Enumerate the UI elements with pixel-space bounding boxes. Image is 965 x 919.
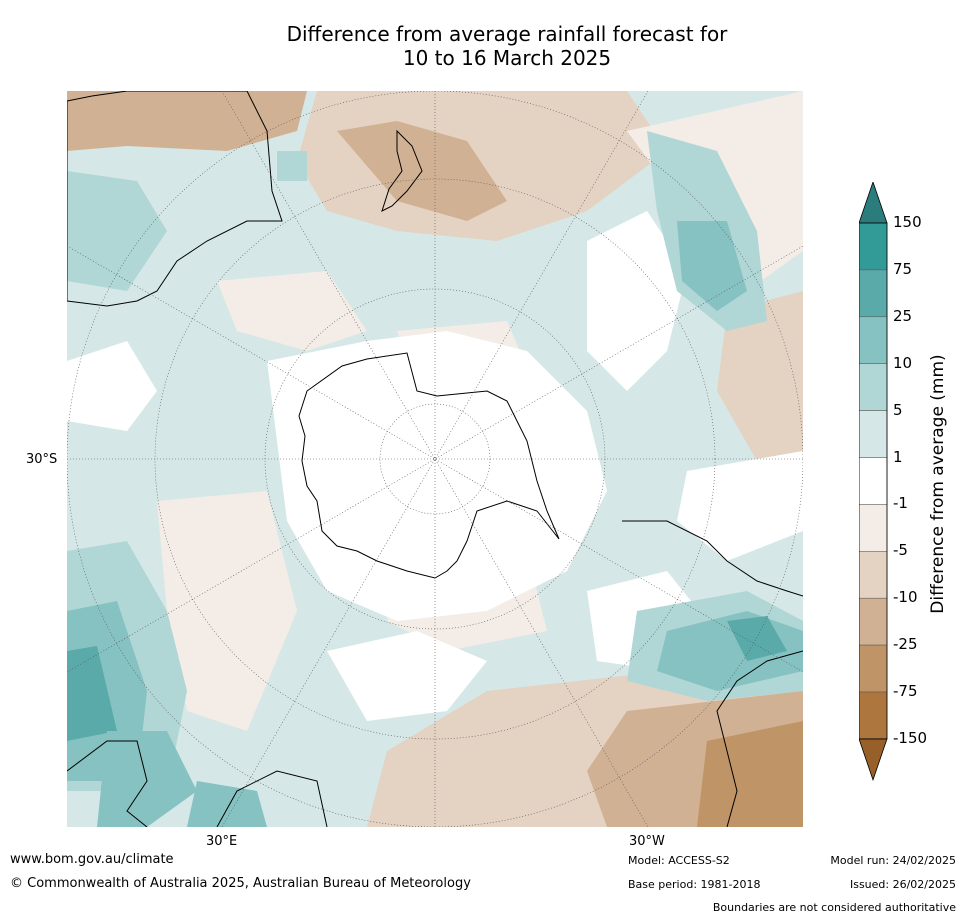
colorbar-tick-label: -10	[893, 588, 918, 607]
colorbar-segment	[858, 551, 888, 599]
new-zealand-coastline	[381, 129, 423, 212]
anomaly-dry-region	[717, 291, 803, 461]
map-canvas	[67, 91, 803, 827]
colorbar-segment	[858, 410, 888, 458]
anomaly-dry-region	[217, 271, 367, 351]
longitude-label-30e: 30°E	[206, 834, 238, 849]
anomaly-wet-region	[67, 171, 167, 291]
footer-disclaimer: Boundaries are not considered authoritat…	[712, 901, 956, 914]
anomaly-dry-region	[67, 91, 307, 151]
south-america-coastline	[622, 520, 803, 827]
antarctica-coastline	[298, 352, 560, 579]
colorbar-segment	[858, 597, 888, 646]
colorbar-tick-label: 1	[893, 447, 903, 466]
colorbar-tick-label: 25	[893, 306, 913, 325]
footer-model: Model: ACCESS-S2	[628, 854, 730, 867]
meridian-line	[221, 91, 649, 827]
colorbar-segment	[858, 269, 888, 318]
rainfall-anomaly-map	[67, 91, 803, 827]
footer-base-period: Base period: 1981-2018	[628, 878, 761, 891]
footer-model-run: Model run: 24/02/2025	[830, 854, 956, 867]
colorbar-tick-label: 5	[893, 400, 903, 419]
anomaly-wet-region	[67, 646, 117, 741]
colorbar-extend-bottom	[858, 738, 888, 782]
near-normal-region	[327, 631, 487, 721]
africa-coastline	[67, 740, 328, 827]
anomaly-dry-region	[157, 491, 297, 731]
colorbar-segment	[858, 363, 888, 411]
chart-title: Difference from average rainfall forecas…	[67, 22, 947, 70]
colorbar-segment	[858, 457, 888, 505]
colorbar	[858, 180, 959, 782]
near-normal-region	[587, 211, 687, 391]
colorbar-tick-label: -5	[893, 541, 908, 560]
australia-coastline	[67, 91, 283, 307]
colorbar-tick-label: 10	[893, 353, 913, 372]
colorbar-extend-top	[858, 180, 888, 224]
colorbar-tick-label: 150	[893, 213, 922, 231]
meridian-line	[67, 245, 803, 673]
colorbar-tick-label: 75	[893, 259, 913, 278]
footer-copyright: © Commonwealth of Australia 2025, Austra…	[10, 876, 471, 891]
meridian-line	[67, 245, 803, 673]
colorbar-tick-label: -75	[893, 682, 918, 700]
colorbar-tick-label: -25	[893, 635, 918, 654]
colorbar-segment	[858, 504, 888, 552]
title-line-2: 10 to 16 March 2025	[402, 46, 612, 70]
meridian-line	[221, 91, 649, 827]
colorbar-graphic	[858, 180, 888, 782]
near-normal-region	[677, 451, 803, 561]
anomaly-wet-region	[277, 151, 307, 181]
colorbar-segment	[858, 222, 888, 271]
colorbar-tick-label: -150	[893, 728, 928, 747]
latitude-label-30s: 30°S	[26, 452, 58, 467]
footer-website: www.bom.gov.au/climate	[10, 852, 174, 867]
title-line-1: Difference from average rainfall forecas…	[286, 22, 728, 46]
longitude-label-30w: 30°W	[629, 834, 665, 849]
colorbar-segment	[858, 691, 888, 740]
graticule	[67, 91, 803, 827]
near-normal-region	[67, 341, 157, 431]
anomaly-wet-region	[727, 616, 787, 661]
colorbar-segment	[858, 316, 888, 364]
anomaly-dry-region	[697, 721, 803, 827]
colorbar-title: Difference from average (mm)	[928, 354, 948, 614]
footer-issued: Issued: 26/02/2025	[849, 878, 956, 891]
colorbar-outline	[858, 222, 888, 740]
colorbar-segment	[858, 644, 888, 693]
anomaly-wet-region	[187, 781, 267, 827]
colorbar-tick-label: -1	[893, 494, 908, 513]
